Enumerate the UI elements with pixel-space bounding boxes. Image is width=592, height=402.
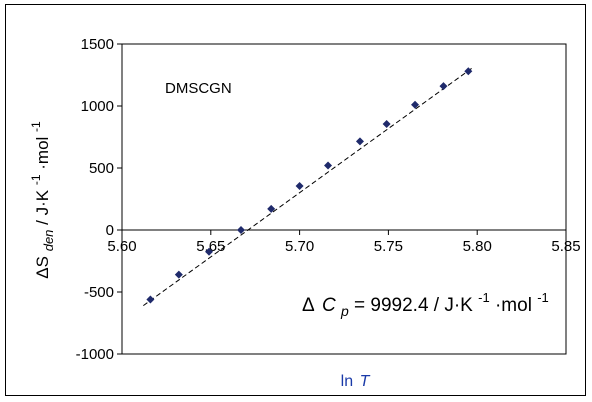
x-tick-label: 5.80: [463, 238, 492, 255]
data-point: [382, 119, 391, 128]
figure-border: [5, 4, 586, 396]
data-point: [355, 137, 364, 146]
delta-cp-mid: ·mol: [495, 295, 532, 316]
data-point: [146, 295, 155, 304]
y-axis-label-mid: ·mol: [33, 137, 52, 170]
x-tick-label: 5.85: [551, 238, 580, 255]
y-tick-label: 1500: [81, 36, 114, 53]
data-point: [295, 181, 304, 190]
delta-cp-c: C: [322, 295, 336, 316]
data-point: [236, 226, 245, 234]
y-tick-label: 500: [89, 160, 114, 177]
plot-area: [121, 43, 567, 355]
compound-annotation: DMSCGN: [165, 80, 232, 97]
y-axis-label-sub: den: [41, 230, 56, 252]
x-tick-label: 5.65: [196, 238, 225, 255]
x-tick-label: 5.75: [374, 238, 403, 255]
y-tick-label: 0: [106, 222, 114, 239]
data-point: [267, 204, 276, 213]
fit-line: [143, 66, 474, 307]
y-axis-label-prefix: ΔS: [33, 256, 52, 279]
data-point: [205, 247, 214, 256]
delta-cp-sup: -1: [478, 290, 490, 305]
data-point: [464, 67, 473, 76]
delta-cp-delta: Δ: [302, 295, 315, 316]
y-axis-label-units: / J·K: [33, 189, 52, 225]
delta-cp-sup2: -1: [537, 290, 549, 305]
data-point: [324, 161, 333, 170]
x-tick-label: 5.60: [107, 238, 136, 255]
x-axis-label-ln: ln: [341, 373, 353, 390]
y-axis-label-sup: -1: [29, 174, 43, 185]
data-point: [411, 100, 420, 109]
data-point: [439, 82, 448, 91]
y-tick-label: -1000: [76, 346, 114, 363]
delta-cp-sub: p: [340, 303, 349, 319]
y-axis-label-sup2: -1: [29, 121, 43, 132]
x-axis-label-var: T: [360, 373, 371, 390]
x-tick-label: 5.70: [285, 238, 314, 255]
delta-cp-eq: = 9992.4 / J·K: [354, 295, 473, 316]
y-tick-label: 1000: [81, 98, 114, 115]
delta-cp-annotation: Δ C p = 9992.4 / J·K -1 ·mol -1: [302, 286, 549, 321]
fit-line-layer: [143, 66, 474, 307]
x-axis-label: ln T: [341, 373, 371, 390]
y-tick-label: -500: [84, 284, 114, 301]
axes: 5.60 5.65 5.70 5.75 5.80 5.85 -1000 -500 0 500 100…: [76, 36, 581, 363]
data-point: [174, 270, 183, 279]
y-axis-label: ΔS den / J·K -1 ·mol -1: [25, 121, 57, 279]
data-points: [146, 67, 473, 304]
